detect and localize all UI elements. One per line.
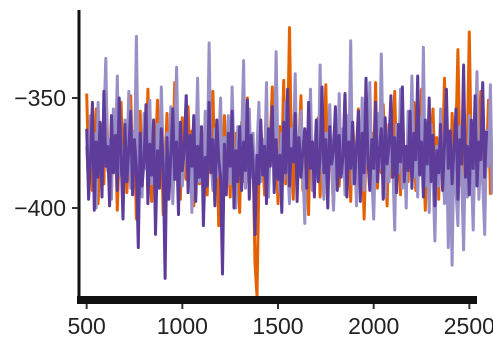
x-tick-label: 2500: [444, 313, 493, 339]
series-layer: [85, 26, 493, 298]
y-tick-label: −350: [14, 85, 66, 111]
x-axis-line: [77, 296, 477, 304]
x-tick-label: 2000: [348, 313, 399, 339]
x-tick-label: 500: [67, 313, 105, 339]
x-tick-label: 1500: [252, 313, 303, 339]
x-tick-label: 1000: [157, 313, 208, 339]
axis-layer: [77, 10, 477, 304]
tick-layer: 500 1000 1500 2000 2500 −350 −400: [14, 85, 493, 339]
series-line-3: [85, 63, 489, 280]
y-tick-label: −400: [14, 195, 66, 221]
